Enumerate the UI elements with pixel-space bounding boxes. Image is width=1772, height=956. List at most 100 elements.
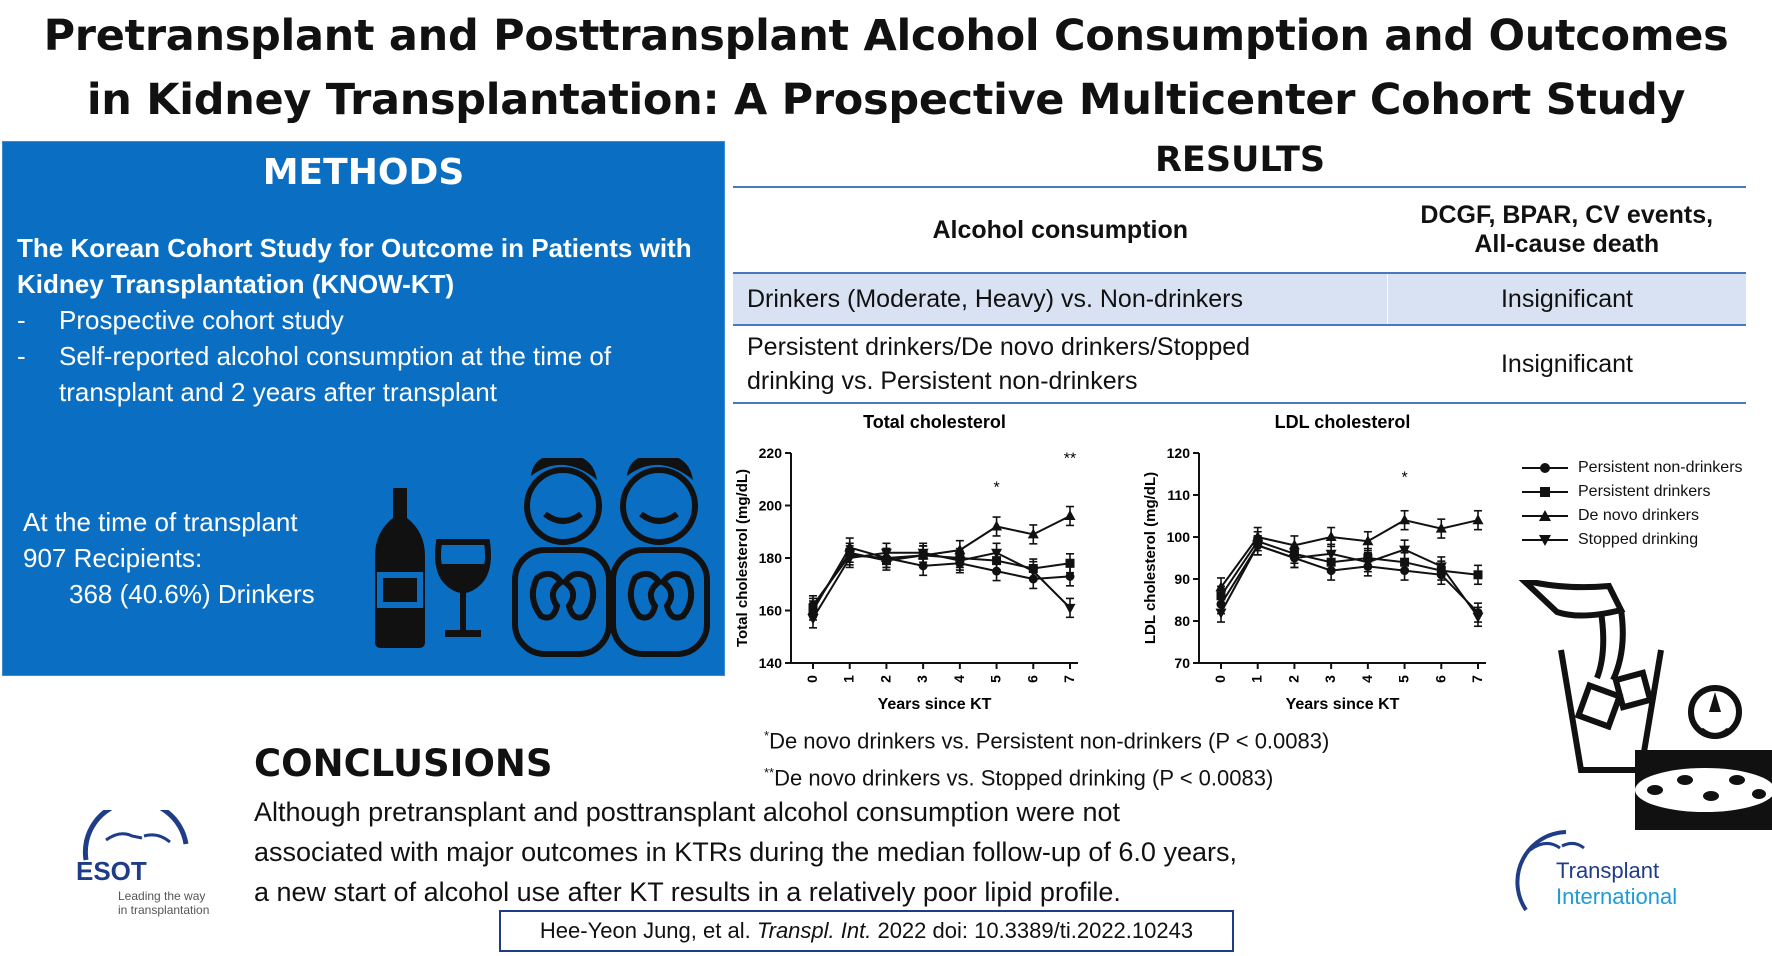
- esot-logo-icon: ESOT Leading the way in transplantation: [76, 798, 209, 917]
- comparison-line-1: Persistent drinkers/De novo drinkers/Sto…: [747, 333, 1251, 361]
- results-table: Alcohol consumption DCGF, BPAR, CV event…: [733, 186, 1746, 404]
- table-row: Persistent drinkers/De novo drinkers/Sto…: [733, 325, 1746, 404]
- table-cell-result: Insignificant: [1387, 273, 1746, 326]
- x-tick-label: 3: [914, 675, 930, 683]
- x-tick-label: 4: [1359, 675, 1375, 683]
- y-tick-label: 140: [759, 655, 783, 671]
- triangle-up-marker-icon: [1522, 510, 1568, 521]
- note-2-mark: **: [764, 765, 775, 781]
- series-line: [1220, 519, 1479, 588]
- y-tick-label: 180: [759, 550, 783, 566]
- x-tick-label: 6: [1432, 675, 1448, 683]
- data-point: [954, 556, 966, 567]
- conclusion-line-1: Although pretransplant and posttransplan…: [254, 797, 1121, 827]
- conclusions-heading: CONCLUSIONS: [254, 742, 553, 785]
- note-1-mark: *: [764, 728, 770, 743]
- esot-logo: ESOT Leading the way in transplantation: [66, 798, 236, 930]
- x-axis-label: Years since KT: [1286, 696, 1400, 713]
- data-point: [992, 566, 1002, 576]
- methods-list-item: - Self-reported alcohol consumption at t…: [17, 338, 707, 410]
- series-triangle-up: [807, 505, 1076, 621]
- summary-line-2: 907 Recipients:: [23, 543, 203, 573]
- x-tick-label: 1: [1249, 675, 1265, 683]
- cohort-name: The Korean Cohort Study for Outcome in P…: [17, 230, 707, 302]
- x-tick-label: 3: [1322, 675, 1338, 683]
- note-2-text: De novo drinkers vs. Stopped drinking (P…: [774, 765, 1274, 791]
- data-point: [1065, 571, 1075, 581]
- conclusion-line-3: a new start of alcohol use after KT resu…: [254, 877, 1121, 907]
- ti-logo-line-1: Transplant: [1556, 858, 1659, 883]
- data-point: [1027, 567, 1039, 578]
- recipient-summary: At the time of transplant 907 Recipients…: [23, 504, 315, 612]
- triangle-down-marker-icon: [1522, 535, 1568, 546]
- data-point: [1325, 531, 1337, 541]
- series-line: [812, 554, 1071, 606]
- y-tick-label: 120: [1167, 445, 1191, 461]
- series-line: [812, 551, 1071, 619]
- data-point: [1362, 535, 1374, 546]
- outcomes-header-line-2: All-cause death: [1474, 230, 1660, 258]
- conclusion-line-2: associated with major outcomes in KTRs d…: [254, 837, 1237, 867]
- data-point: [1399, 545, 1411, 556]
- legend-label: Persistent non-drinkers: [1578, 459, 1743, 476]
- data-point: [1435, 522, 1447, 533]
- data-point: [1435, 562, 1447, 573]
- data-point: [807, 614, 819, 625]
- x-tick-label: 0: [1212, 675, 1228, 683]
- transplant-international-logo-icon: Transplant International: [1515, 830, 1677, 912]
- transplant-international-logo: Transplant International: [1500, 820, 1730, 925]
- y-tick-label: 110: [1167, 487, 1190, 503]
- table-cell-comparison: Persistent drinkers/De novo drinkers/Sto…: [733, 325, 1388, 404]
- x-tick-label: 1: [841, 675, 857, 683]
- esot-tagline-2: in transplantation: [118, 903, 209, 917]
- y-tick-label: 90: [1174, 571, 1190, 587]
- series-line: [1220, 544, 1479, 618]
- citation-journal: Transpl. Int.: [756, 918, 872, 943]
- y-tick-label: 100: [1167, 529, 1191, 545]
- x-tick-label: 4: [951, 675, 967, 683]
- citation-authors: Hee-Yeon Jung, et al.: [539, 918, 757, 943]
- data-point: [1362, 558, 1374, 569]
- x-tick-label: 5: [988, 675, 1004, 683]
- data-point: [1065, 558, 1075, 568]
- legend-item: Persistent drinkers: [1522, 480, 1743, 504]
- title-line-1: Pretransplant and Posttransplant Alcohol…: [43, 11, 1729, 61]
- methods-list-item: - Prospective cohort study: [17, 302, 707, 338]
- note-2: **De novo drinkers vs. Stopped drinking …: [764, 757, 1329, 794]
- table-header-alcohol: Alcohol consumption: [733, 186, 1388, 274]
- x-tick-label: 5: [1396, 675, 1412, 683]
- table-cell-comparison: Drinkers (Moderate, Heavy) vs. Non-drink…: [733, 273, 1388, 326]
- outcomes-header-line-1: DCGF, BPAR, CV events,: [1420, 201, 1714, 229]
- table-cell-result: Insignificant: [1387, 325, 1746, 404]
- methods-list: - Prospective cohort study - Self-report…: [17, 302, 707, 410]
- methods-list-item-text: Prospective cohort study: [59, 305, 344, 335]
- y-tick-label: 80: [1174, 613, 1190, 629]
- note-1: *De novo drinkers vs. Persistent non-dri…: [764, 720, 1329, 757]
- significance-marker: *: [993, 479, 999, 496]
- bullet-dash: -: [17, 305, 26, 335]
- y-tick-label: 160: [759, 603, 783, 619]
- data-point: [1400, 557, 1410, 567]
- chart-legend: Persistent non-drinkers Persistent drink…: [1522, 456, 1743, 552]
- y-axis-label: Total cholesterol (mg/dL): [734, 469, 751, 647]
- significance-marker: **: [1064, 451, 1076, 468]
- ti-logo-line-2: International: [1556, 884, 1677, 909]
- y-axis-label: LDL cholesterol (mg/dL): [1142, 472, 1159, 644]
- table-header-row: Alcohol consumption DCGF, BPAR, CV event…: [733, 186, 1746, 274]
- esot-tagline-1: Leading the way: [118, 889, 205, 903]
- x-tick-label: 7: [1061, 675, 1077, 683]
- kidney-patients-icon: [512, 458, 710, 657]
- summary-line-3: 368 (40.6%) Drinkers: [69, 579, 315, 609]
- x-axis-label: Years since KT: [878, 696, 992, 713]
- significance-marker: *: [1401, 469, 1407, 486]
- legend-label: Stopped drinking: [1578, 531, 1699, 548]
- series-line: [1220, 540, 1479, 597]
- series-triangle-down: [1215, 535, 1484, 628]
- data-point: [1215, 608, 1227, 619]
- x-tick-label: 2: [1285, 675, 1301, 683]
- x-tick-label: 6: [1024, 675, 1040, 683]
- page-title: Pretransplant and Posttransplant Alcohol…: [0, 4, 1772, 132]
- y-tick-label: 220: [759, 445, 783, 461]
- chart-panel-1: Total cholesterol 140 160 180 200 220 0 1 2 3 4 5 6 7…: [734, 412, 1078, 713]
- x-tick-label: 2: [877, 675, 893, 683]
